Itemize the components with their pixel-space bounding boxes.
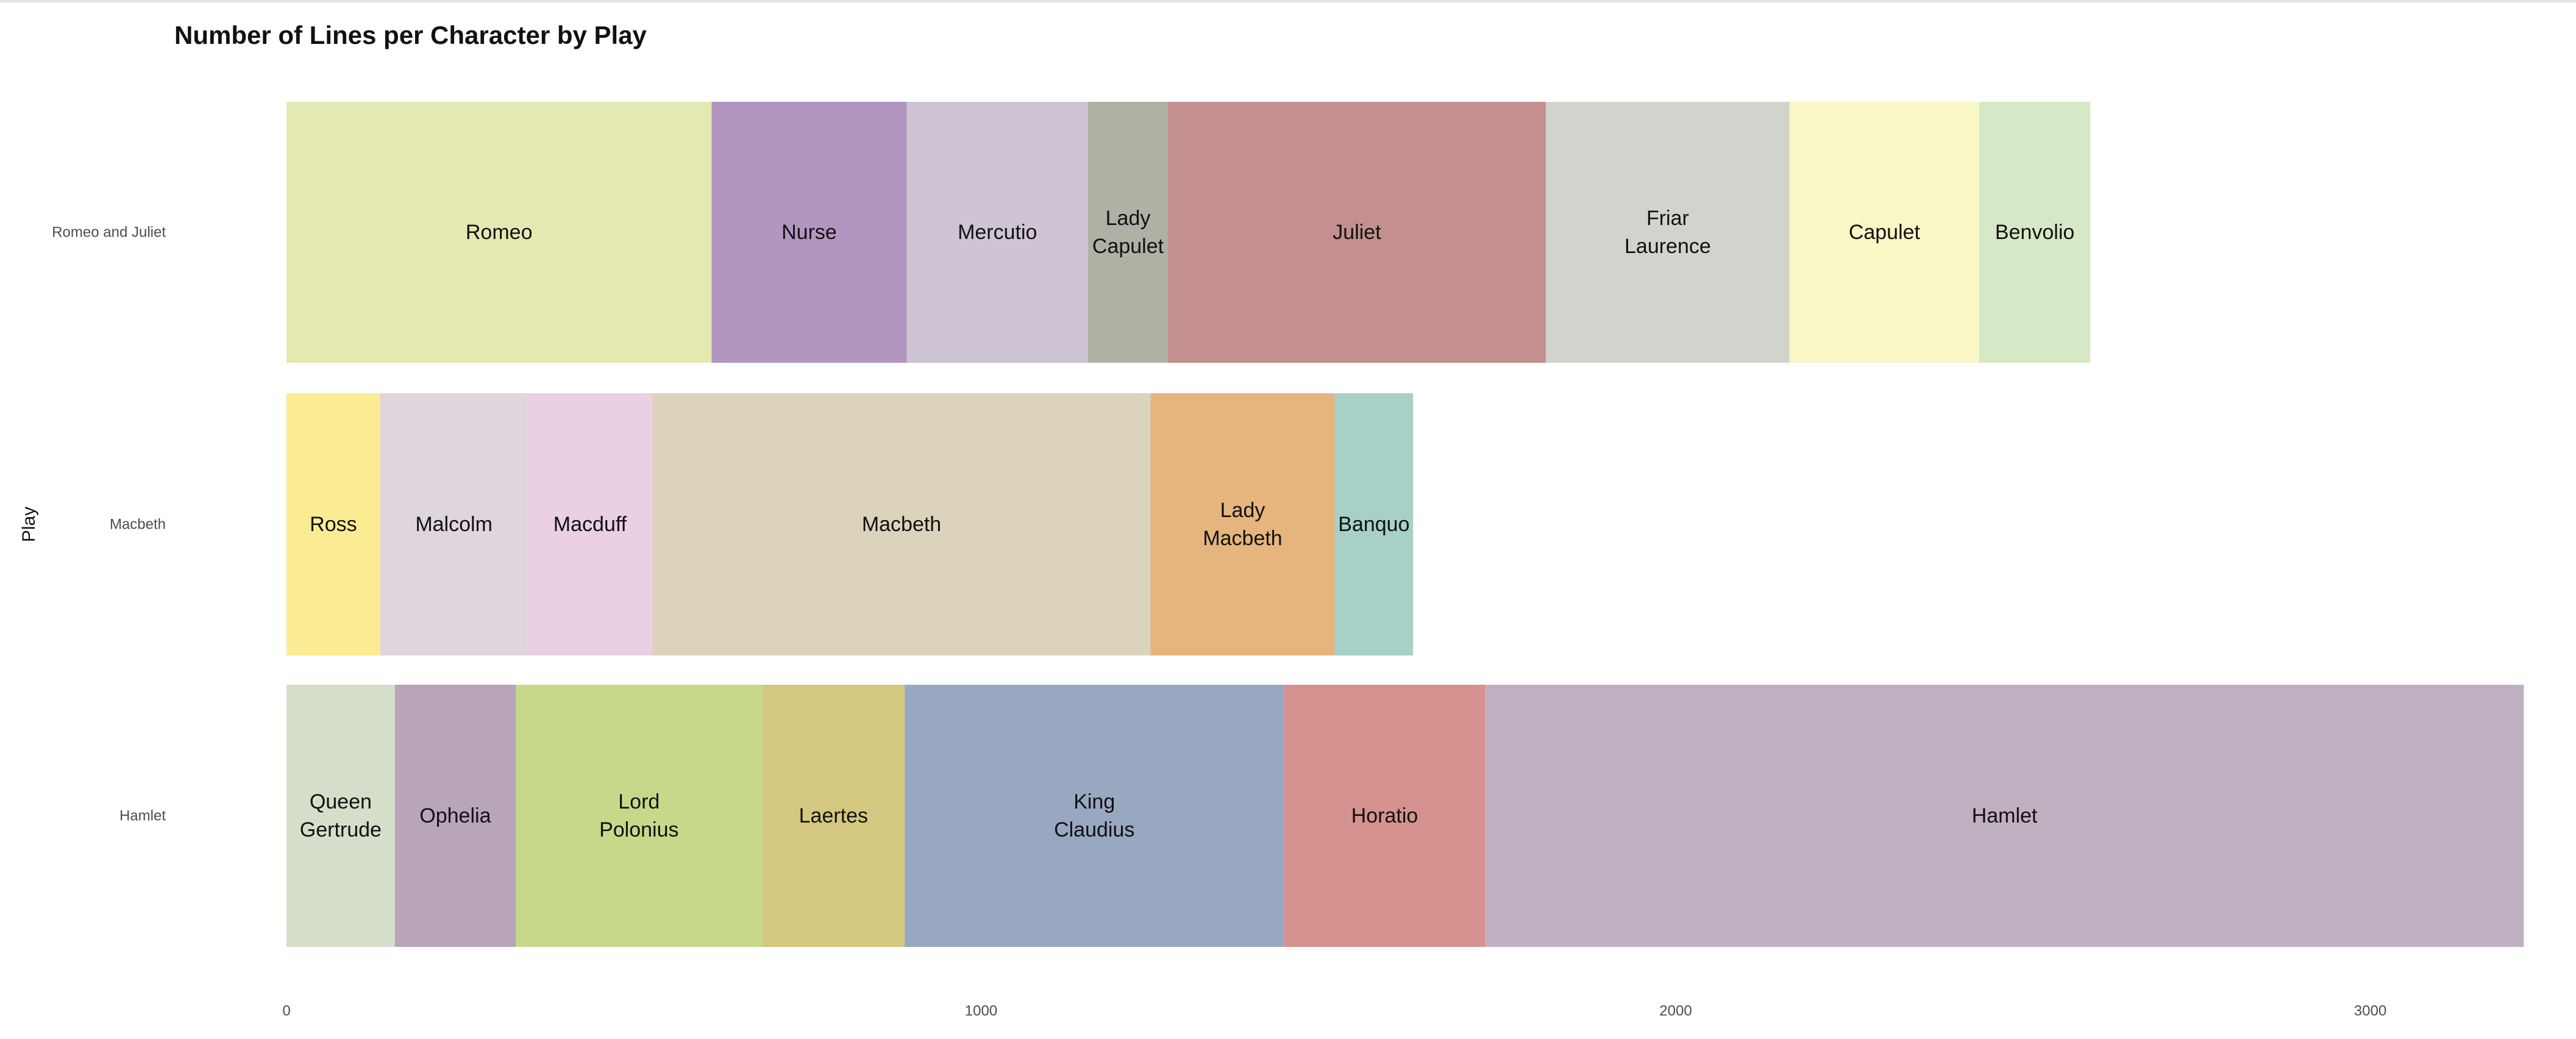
segment-label-line: Capulet bbox=[1849, 221, 1921, 244]
segment-label-line: King bbox=[1073, 790, 1115, 813]
segment-label-line: Hamlet bbox=[1972, 804, 2038, 827]
bar-segment-hamlet-queen-gertrude bbox=[286, 685, 395, 947]
bar-segment-macbeth-malcolm bbox=[380, 393, 528, 655]
bar-segment-romeo-and-juliet-mercutio bbox=[906, 102, 1088, 363]
segment-label-line: Gertrude bbox=[300, 818, 382, 841]
segment-label-line: Nurse bbox=[781, 221, 837, 244]
segment-label-romeo-and-juliet-capulet: Capulet bbox=[1849, 221, 1921, 244]
segment-label-line: Laurence bbox=[1624, 235, 1711, 258]
segment-label-line: Macbeth bbox=[862, 513, 941, 536]
bar-segment-hamlet-laertes bbox=[762, 685, 905, 947]
segment-label-romeo-and-juliet-juliet: Juliet bbox=[1332, 221, 1381, 244]
segment-label-line: Malcolm bbox=[415, 513, 493, 536]
segment-label-line: Ross bbox=[310, 513, 357, 536]
x-tick-label-2000: 2000 bbox=[1659, 1003, 1692, 1019]
segment-label-line: Lady bbox=[1220, 499, 1265, 522]
segment-label-hamlet-laertes: Laertes bbox=[799, 804, 868, 827]
segment-label-hamlet-hamlet: Hamlet bbox=[1972, 804, 2038, 827]
segment-label-line: Lady bbox=[1106, 207, 1151, 230]
segment-label-macbeth-macbeth: Macbeth bbox=[862, 513, 941, 536]
segment-label-macbeth-macduff: Macduff bbox=[553, 513, 627, 536]
bar-segment-hamlet-ophelia bbox=[394, 685, 516, 947]
segment-label-line: Lord bbox=[618, 790, 660, 813]
segment-label-hamlet-king-claudius: King Claudius bbox=[1054, 790, 1134, 841]
segment-label-line: Friar bbox=[1646, 207, 1689, 230]
bar-segment-macbeth-banquo bbox=[1334, 393, 1414, 655]
segment-label-line: Ophelia bbox=[419, 804, 491, 827]
segment-label-line: Macbeth bbox=[1203, 527, 1282, 550]
segment-label-romeo-and-juliet-mercutio: Mercutio bbox=[958, 221, 1037, 244]
segment-label-macbeth-banquo: Banquo bbox=[1338, 513, 1409, 536]
segment-label-hamlet-queen-gertrude: Queen Gertrude bbox=[300, 790, 382, 841]
segment-label-romeo-and-juliet-lady-capulet: Lady Capulet bbox=[1092, 207, 1164, 258]
segment-label-hamlet-lord-polonius: Lord Polonius bbox=[599, 790, 678, 841]
segment-label-line: Queen bbox=[310, 790, 372, 813]
segment-label-romeo-and-juliet-nurse: Nurse bbox=[781, 221, 837, 244]
bar-segment-hamlet-lord-polonius bbox=[516, 685, 763, 947]
bar-segment-romeo-and-juliet-friar-laurence bbox=[1545, 102, 1790, 363]
x-tick-label-1000: 1000 bbox=[965, 1003, 997, 1019]
segment-label-line: Laertes bbox=[799, 804, 868, 827]
segment-label-line: Juliet bbox=[1332, 221, 1381, 244]
bar-segment-macbeth-lady-macbeth bbox=[1150, 393, 1335, 655]
chart-title: Number of Lines per Character by Play bbox=[174, 21, 647, 49]
x-tick-label-3000: 3000 bbox=[2354, 1003, 2386, 1019]
segment-label-romeo-and-juliet-romeo: Romeo bbox=[466, 221, 533, 244]
segment-label-line: Mercutio bbox=[958, 221, 1037, 244]
segment-label-line: Polonius bbox=[599, 818, 678, 841]
bar-segment-macbeth-ross bbox=[286, 393, 380, 655]
bar-segment-romeo-and-juliet-lady-capulet bbox=[1087, 102, 1169, 363]
bar-segment-macbeth-macbeth bbox=[652, 393, 1151, 655]
bar-segment-macbeth-macduff bbox=[527, 393, 653, 655]
segment-label-line: Romeo bbox=[466, 221, 533, 244]
segment-label-line: Macduff bbox=[553, 513, 627, 536]
bar-segment-romeo-and-juliet-benvolio bbox=[1979, 102, 2091, 363]
segment-label-line: Benvolio bbox=[1995, 221, 2074, 244]
segment-label-romeo-and-juliet-benvolio: Benvolio bbox=[1995, 221, 2074, 244]
bar-segment-hamlet-king-claudius bbox=[905, 685, 1284, 947]
segment-label-line: Horatio bbox=[1351, 804, 1418, 827]
segment-label-line: Capulet bbox=[1092, 235, 1164, 258]
bar-segment-romeo-and-juliet-nurse bbox=[711, 102, 907, 363]
bar-segment-romeo-and-juliet-juliet bbox=[1168, 102, 1546, 363]
bar-segment-romeo-and-juliet-capulet bbox=[1789, 102, 1979, 363]
segment-label-hamlet-horatio: Horatio bbox=[1351, 804, 1418, 827]
segment-label-macbeth-lady-macbeth: Lady Macbeth bbox=[1203, 499, 1282, 550]
x-tick-label-0: 0 bbox=[282, 1003, 290, 1019]
bar-segment-hamlet-horatio bbox=[1284, 685, 1485, 947]
segment-label-hamlet-ophelia: Ophelia bbox=[419, 804, 491, 827]
segment-label-romeo-and-juliet-friar-laurence: Friar Laurence bbox=[1624, 207, 1711, 258]
bar-segment-romeo-and-juliet-romeo bbox=[286, 102, 712, 363]
segment-label-macbeth-ross: Ross bbox=[310, 513, 357, 536]
play-label-hamlet: Hamlet bbox=[119, 808, 166, 824]
play-label-macbeth: Macbeth bbox=[110, 516, 166, 533]
play-label-romeo-and-juliet: Romeo and Juliet bbox=[52, 224, 166, 241]
bar-segment-hamlet-hamlet bbox=[1485, 685, 2524, 947]
segment-label-macbeth-malcolm: Malcolm bbox=[415, 513, 493, 536]
segment-label-line: Claudius bbox=[1054, 818, 1134, 841]
segment-label-line: Banquo bbox=[1338, 513, 1409, 536]
